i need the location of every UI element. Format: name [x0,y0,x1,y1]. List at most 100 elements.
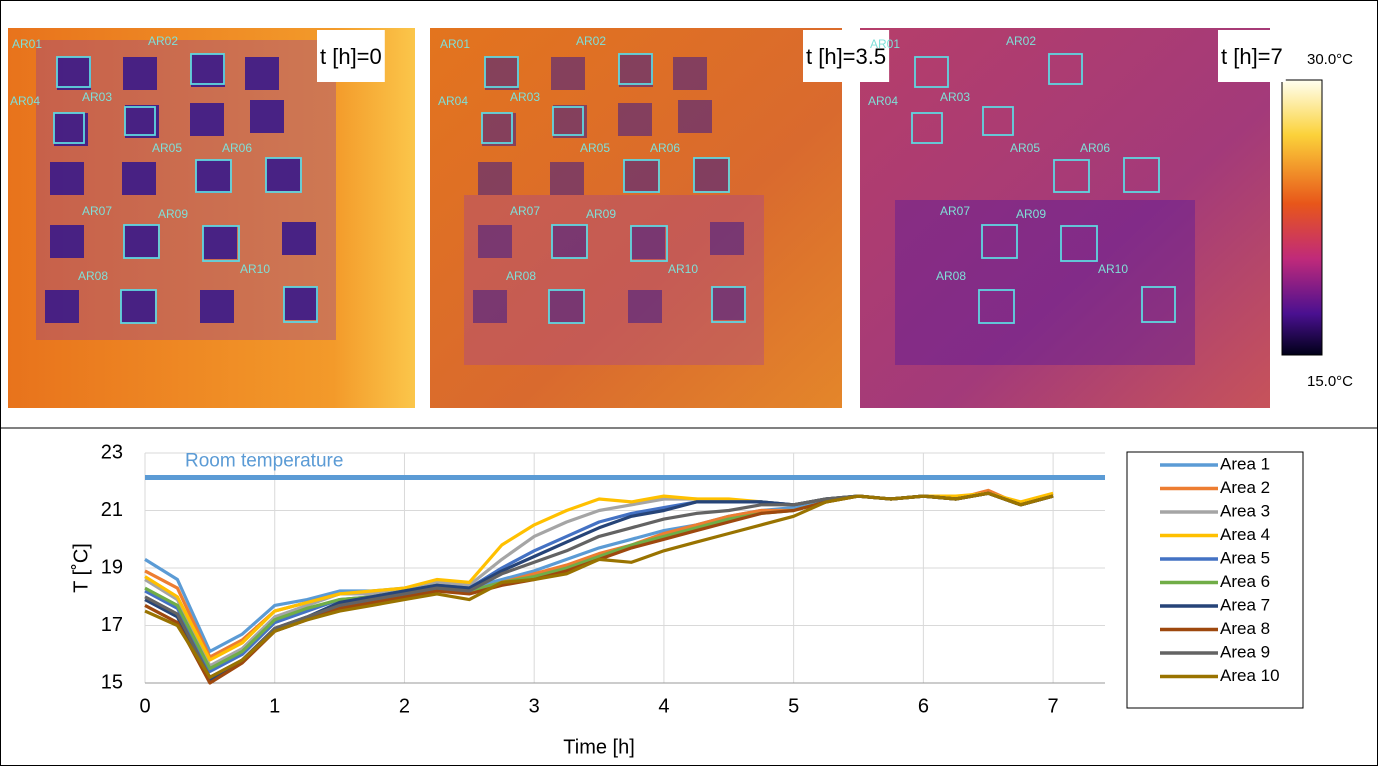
region-box [1053,159,1090,193]
series-line [144,491,1054,668]
tile [50,162,84,195]
annotation: Room temperature [185,450,343,471]
x-tick-label: 5 [788,695,799,717]
region-label: AR05 [1010,141,1040,155]
legend-label: Area 1 [1220,454,1270,473]
region-box [552,106,584,136]
colorbar [1281,79,1323,356]
sample-plate [895,200,1195,365]
region-box [1141,286,1176,323]
legend-label: Area 9 [1220,642,1270,661]
tile [712,287,746,320]
region-label: AR10 [1098,262,1128,276]
region-box [693,157,730,193]
region-label: AR06 [222,141,252,155]
series-line [144,491,1054,679]
region-box [981,224,1018,259]
region-box [1060,225,1098,262]
region-box [265,157,302,193]
region-box [120,289,157,324]
tile [631,226,665,259]
tile [190,103,224,136]
region-label: AR01 [440,37,470,51]
tile [203,226,237,259]
x-tick-label: 4 [658,695,669,717]
legend-label: Area 2 [1220,478,1270,497]
region-label: AR05 [580,141,610,155]
tile [473,290,507,323]
region-label: AR07 [940,204,970,218]
x-tick-label: 7 [1048,695,1059,717]
region-label: AR03 [940,90,970,104]
tile [250,100,284,133]
tile [694,158,728,191]
region-box [53,112,85,144]
region-label: AR02 [576,34,606,48]
region-box [551,224,588,259]
region-label: AR02 [1006,34,1036,48]
region-box [618,53,653,85]
region-label: AR02 [148,34,178,48]
x-tick-label: 2 [399,695,410,717]
region-label: AR06 [1080,141,1110,155]
panel-label-bg [317,30,385,82]
y-tick-label: 23 [101,441,123,463]
legend-label: Area 7 [1220,595,1270,614]
region-label: AR09 [158,207,188,221]
y-tick-label: 19 [101,556,123,578]
tile [123,57,157,90]
region-label: AR08 [936,269,966,283]
tile [710,222,744,255]
tile [266,158,300,191]
region-label: AR10 [668,262,698,276]
region-label: AR04 [10,94,40,108]
region-box [630,225,668,262]
region-box [548,289,585,324]
y-tick-label: 15 [101,671,123,693]
series-line [144,491,1054,674]
thermal-image [860,28,1270,408]
region-label: AR01 [870,37,900,51]
tile [191,54,225,87]
tile [200,290,234,323]
tile [618,103,652,136]
panel-label-bg [1218,30,1286,82]
tile [196,160,230,193]
region-box [1123,157,1160,193]
tile [124,225,158,258]
region-box [978,289,1015,324]
x-tick-label: 6 [918,695,929,717]
tile [121,290,155,323]
region-label: AR05 [152,141,182,155]
tile [485,57,519,90]
region-box [202,225,240,262]
region-box [914,56,949,88]
colorbar-max: 30.0°C [1307,51,1353,68]
colorbar-min: 15.0°C [1307,373,1353,390]
tile [54,113,88,146]
region-label: AR08 [506,269,536,283]
tile [245,57,279,90]
y-tick-label: 17 [101,614,123,636]
tile [478,225,512,258]
region-label: AR03 [510,90,540,104]
legend-label: Area 3 [1220,501,1270,520]
tile [551,57,585,90]
panel-label-bg [803,30,890,82]
region-box [982,106,1014,136]
region-label: AR10 [240,262,270,276]
tile [673,57,707,90]
legend-label: Area 10 [1220,666,1280,685]
x-tick-label: 3 [529,695,540,717]
region-box [711,286,746,323]
region-box [124,106,156,136]
y-tick-label: 21 [101,499,123,521]
region-box [484,56,519,88]
panel-label: t [h]=7 [1221,44,1283,69]
region-box [123,224,160,259]
region-box [481,112,513,144]
tile [125,105,159,138]
tile [550,162,584,195]
tile [45,290,79,323]
region-label: AR07 [510,204,540,218]
